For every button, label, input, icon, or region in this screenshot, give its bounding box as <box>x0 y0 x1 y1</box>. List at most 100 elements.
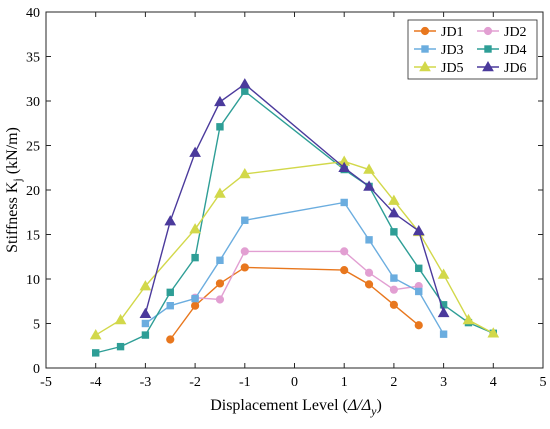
series-line-jd3 <box>144 201 445 335</box>
x-tick-label: -3 <box>140 375 152 390</box>
legend-label-jd1: JD1 <box>441 25 464 40</box>
data-point-jd4 <box>241 87 249 95</box>
data-point-jd6 <box>412 224 425 236</box>
legend-label-jd4: JD4 <box>504 43 527 58</box>
series-jd1 <box>166 263 423 344</box>
data-point-jd3 <box>166 302 174 310</box>
data-point-jd1 <box>240 263 249 272</box>
data-point-jd6 <box>139 307 152 318</box>
data-point-jd5 <box>437 268 450 279</box>
data-point-jd3 <box>340 198 348 207</box>
legend-item-jd6: JD6 <box>477 60 527 76</box>
axes: -5 -4 -3 -2 -1 0 1 2 3 4 5 0 5 10 15 20 25 30 35 40 <box>26 6 547 390</box>
data-point-jd1 <box>389 300 398 309</box>
x-tick-label: -4 <box>90 375 102 390</box>
data-point-jd3 <box>141 319 150 328</box>
x-tick-label: -5 <box>40 375 52 390</box>
x-tick-label: 2 <box>390 375 397 390</box>
data-point-jd6 <box>388 207 400 218</box>
series-line-jd1 <box>169 266 420 340</box>
legend-label-jd2: JD2 <box>504 25 527 40</box>
y-tick-label: 0 <box>33 362 40 377</box>
data-point-jd6 <box>338 161 351 172</box>
legend: JD1 JD2 JD3 JD4 JD5 JD6 <box>407 19 538 80</box>
data-point-jd1 <box>364 280 374 289</box>
data-point-jd4 <box>141 331 150 339</box>
data-point-jd4 <box>191 253 199 262</box>
legend-item-jd2: JD2 <box>477 25 527 40</box>
legend-marker-jd4 <box>484 45 492 53</box>
y-tick-label: 15 <box>26 229 40 244</box>
data-point-jd5 <box>114 313 127 325</box>
data-point-jd3 <box>241 216 249 224</box>
y-tick-label: 25 <box>26 140 40 155</box>
x-axis-title: Displacement Level (Δ/Δy) <box>210 397 382 418</box>
data-point-jd1 <box>166 335 175 344</box>
data-point-jd4 <box>216 123 224 131</box>
legend-item-jd4: JD4 <box>477 43 527 58</box>
legend-item-jd3: JD3 <box>414 43 464 58</box>
y-tick-label: 35 <box>26 51 40 66</box>
x-tick-label: 0 <box>291 375 298 390</box>
data-point-jd5 <box>388 194 400 205</box>
data-point-jd3 <box>390 274 398 282</box>
legend-item-jd5: JD5 <box>414 60 464 76</box>
data-point-jd5 <box>89 329 102 340</box>
data-point-jd2 <box>389 285 398 294</box>
y-axis-title-unit: (kN/m) <box>4 127 21 178</box>
data-point-jd2 <box>340 247 349 256</box>
x-tick-label: 4 <box>490 375 497 390</box>
legend-label-jd3: JD3 <box>441 43 464 58</box>
y-tick-label: 10 <box>26 273 40 288</box>
legend-marker-jd3 <box>421 45 429 53</box>
data-point-jd2 <box>364 268 374 277</box>
data-point-jd1 <box>215 279 225 288</box>
y-axis-title-subscript: j <box>10 178 24 182</box>
legend-label-jd6: JD6 <box>504 61 527 76</box>
data-point-jd6 <box>363 180 375 191</box>
data-point-jd5 <box>462 313 475 325</box>
x-tick-label: 1 <box>341 375 348 390</box>
y-axis-title: Stiffness Kj (kN/m) <box>4 127 24 253</box>
data-point-jd5 <box>238 167 251 179</box>
data-point-jd3 <box>191 294 199 303</box>
data-point-jd6 <box>214 95 226 107</box>
x-axis-title-close: ) <box>376 397 381 414</box>
x-tick-label: 5 <box>540 375 547 390</box>
data-point-jd2 <box>240 247 249 256</box>
data-point-jd6 <box>437 306 450 318</box>
series-line-jd6 <box>144 83 445 314</box>
data-point-jd3 <box>365 236 373 244</box>
y-tick-label: 20 <box>26 184 40 199</box>
data-point-jd5 <box>214 187 226 198</box>
data-point-jd4 <box>166 288 174 297</box>
legend-marker-jd5 <box>419 60 431 72</box>
data-point-jd6 <box>238 78 251 89</box>
y-axis-title-main: Stiffness K <box>4 181 21 253</box>
data-point-jd6 <box>189 146 201 157</box>
x-tick-label: 3 <box>440 375 447 390</box>
y-tick-label: 40 <box>26 6 40 21</box>
legend-label-jd5: JD5 <box>441 61 464 76</box>
data-point-jd4 <box>390 228 398 236</box>
x-axis-title-main: Displacement Level ( <box>210 397 348 414</box>
data-point-jd3 <box>439 330 448 338</box>
data-point-jd1 <box>414 321 423 330</box>
data-point-jd1 <box>191 301 200 310</box>
series-layer <box>89 78 500 357</box>
x-tick-label: -2 <box>189 375 201 390</box>
x-tick-label: -1 <box>239 375 251 390</box>
x-axis-title-subscript: y <box>370 404 377 418</box>
data-point-jd1 <box>340 266 349 275</box>
series-jd3 <box>141 198 448 338</box>
data-point-jd5 <box>139 280 152 291</box>
legend-marker-jd1 <box>420 26 430 36</box>
data-point-jd6 <box>164 215 177 226</box>
data-point-jd5 <box>487 327 500 338</box>
data-point-jd4 <box>116 342 125 351</box>
data-point-jd4 <box>415 264 423 273</box>
data-point-jd5 <box>363 163 375 174</box>
legend-marker-jd6 <box>482 60 494 72</box>
